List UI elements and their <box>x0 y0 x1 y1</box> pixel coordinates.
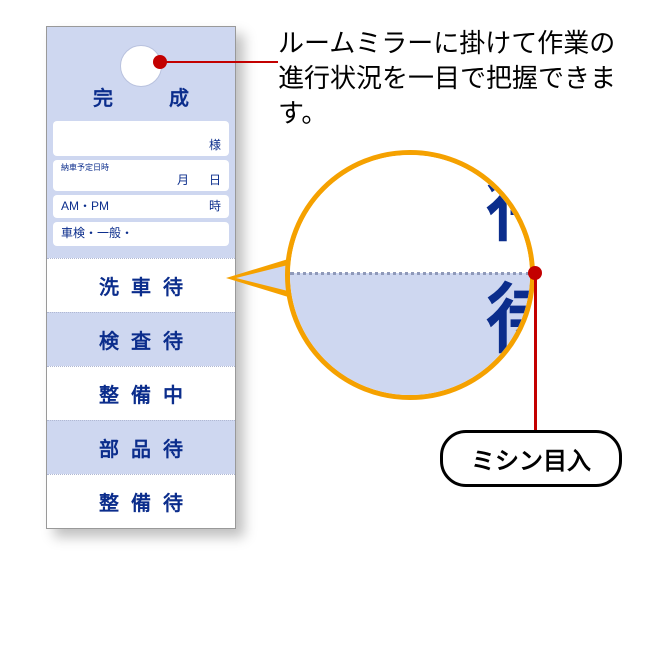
customer-suffix: 様 <box>61 138 221 154</box>
leader-line-hole <box>160 61 278 63</box>
magnifier: 待 待 <box>285 150 535 400</box>
description-text: ルームミラーに掛けて作業の進行状況を一目で把握できます。 <box>278 26 628 131</box>
strip-parts: 部品待 <box>47 420 235 474</box>
magnifier-perforation-line <box>290 272 530 275</box>
day-label: 日 <box>209 173 221 187</box>
month-label: 月 <box>177 173 189 187</box>
strip-service: 整備中 <box>47 366 235 420</box>
delivery-label: 納車予定日時 <box>61 163 221 173</box>
leader-line-perf <box>534 272 537 450</box>
type-label: 車検・一般・ <box>61 226 133 240</box>
strip-maint: 整備待 <box>47 474 235 528</box>
hanger-card: 完 成 様 納車予定日時 月 日 AM・PM 時 車検・一般・ 洗車待 検査待 … <box>46 26 236 529</box>
customer-name-box: 様 <box>53 121 229 156</box>
time-box: AM・PM 時 <box>53 195 229 219</box>
type-box: 車検・一般・ <box>53 222 229 246</box>
hour-label: 時 <box>209 199 221 215</box>
magnifier-bottom-row: 待 <box>285 273 535 400</box>
ampm-label: AM・PM <box>61 199 109 215</box>
card-form-area: 様 納車予定日時 月 日 AM・PM 時 車検・一般・ <box>47 117 235 258</box>
card-header: 完 成 <box>47 27 235 117</box>
magnifier-top-row: 待 <box>285 155 535 273</box>
magnifier-top-char: 待 <box>486 166 535 251</box>
strip-wash: 洗車待 <box>47 258 235 312</box>
status-complete: 完 成 <box>47 82 235 111</box>
strip-inspect: 検査待 <box>47 312 235 366</box>
perforation-label: ミシン目入 <box>440 430 622 487</box>
magnifier-content: 待 待 <box>285 155 535 400</box>
magnifier-bottom-char: 待 <box>486 278 535 363</box>
delivery-date-box: 納車予定日時 月 日 <box>53 160 229 191</box>
